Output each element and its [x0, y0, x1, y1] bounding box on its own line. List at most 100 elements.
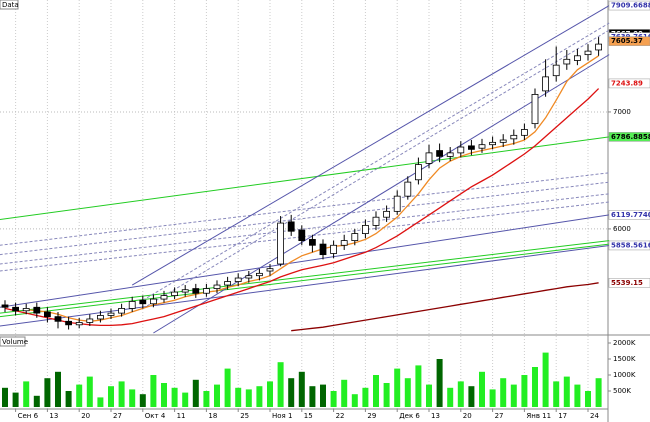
volume-bar [457, 381, 464, 407]
moving-average [4, 88, 600, 327]
candle-body [255, 272, 263, 277]
x-tick-label: Окт 4 [145, 412, 166, 420]
volume-bar [12, 392, 19, 407]
volume-bar [351, 394, 358, 407]
candle-body [224, 281, 232, 286]
candle-body [245, 275, 253, 279]
candle-body [563, 58, 571, 65]
volume-bar [44, 378, 51, 407]
pane-title: Data [2, 1, 19, 9]
volume-y-tick-label: 1000K [613, 371, 636, 379]
candle-body [510, 134, 518, 140]
x-tick-label: 22 [336, 412, 345, 420]
volume-bar [171, 387, 178, 407]
candle-body [234, 277, 242, 282]
candle-body [171, 291, 179, 296]
x-tick-label: 20 [81, 412, 90, 420]
y-tick-label: 7000 [613, 108, 631, 116]
x-tick-label: 13 [49, 412, 58, 420]
candle-body [118, 308, 125, 314]
candle-body [319, 243, 327, 256]
volume-bar [553, 381, 560, 407]
volume-bar [500, 378, 507, 407]
candle-body [330, 244, 338, 254]
candle-body [1, 304, 9, 308]
price-label-box [608, 78, 650, 89]
candle-body [139, 299, 147, 305]
volume-bar [510, 384, 517, 407]
volume-bar [245, 389, 252, 407]
candle-body [351, 233, 359, 242]
volume-bar [86, 376, 93, 407]
candle-body [478, 144, 486, 149]
candle-body [595, 43, 602, 51]
moving-average [291, 282, 599, 332]
volume-title: Volume [2, 338, 28, 346]
trendline [0, 136, 610, 221]
volume-bar [362, 387, 369, 407]
volume-y-tick-label: 1500K [613, 355, 636, 363]
trendline [0, 181, 610, 256]
volume-bar [330, 391, 337, 407]
trendline [131, 5, 610, 286]
candle-body [383, 210, 391, 218]
volume-bar [320, 384, 326, 407]
candle-body [181, 289, 189, 293]
candle-body [340, 240, 348, 246]
volume-bar [373, 375, 379, 407]
volume-bar [214, 384, 220, 407]
volume-bar [277, 362, 284, 407]
price-label-box [608, 0, 650, 11]
volume-bar [256, 386, 263, 407]
volume-bar [192, 379, 199, 407]
candle-body [86, 318, 94, 323]
price-label: 7605.37 [611, 37, 643, 45]
volume-bar [426, 384, 432, 407]
volume-bar [468, 386, 475, 407]
pane-label-box [0, 336, 26, 347]
volume-bar [394, 368, 401, 407]
trendline [142, 29, 610, 309]
volume-bar [415, 365, 422, 407]
volume-bar [595, 378, 602, 407]
volume-bar [309, 386, 316, 407]
volume-bar [489, 389, 496, 407]
candle-body [521, 129, 528, 136]
candle-body [192, 288, 200, 294]
candle-body [266, 268, 274, 272]
candle-body [54, 316, 62, 322]
candle-body [75, 322, 83, 326]
price-label: 5858.5616 [611, 241, 650, 249]
candle-body [531, 93, 539, 125]
x-tick-label: Дек 6 [399, 412, 420, 420]
volume-bar [341, 379, 348, 407]
x-tick-label: 27 [495, 412, 504, 420]
volume-bar [33, 395, 40, 407]
candle-body [499, 139, 507, 143]
candle-body [574, 55, 581, 61]
candle-body [404, 181, 412, 197]
candle-body [97, 315, 104, 320]
candle-body [202, 288, 210, 294]
candle-body [65, 320, 72, 326]
candle-body [584, 50, 592, 56]
price-label-box [608, 278, 650, 288]
x-tick-label: 27 [113, 412, 122, 420]
candle-body [361, 224, 369, 234]
candle-body [552, 64, 560, 77]
candle-body [287, 221, 295, 232]
candle-body [393, 195, 401, 212]
pane-label-box [0, 0, 19, 10]
volume-bar [235, 387, 242, 407]
x-tick-label: 29 [367, 412, 376, 420]
volume-bar [150, 375, 157, 407]
volume-bar [118, 381, 125, 407]
candle-body [308, 239, 316, 246]
x-tick-label: 20 [463, 412, 472, 420]
volume-bar [203, 391, 210, 407]
trendline [0, 244, 610, 327]
price-label-box [608, 210, 650, 220]
volume-bar [224, 368, 231, 407]
x-tick-label: 11 [177, 412, 186, 420]
price-label-box [608, 132, 650, 142]
